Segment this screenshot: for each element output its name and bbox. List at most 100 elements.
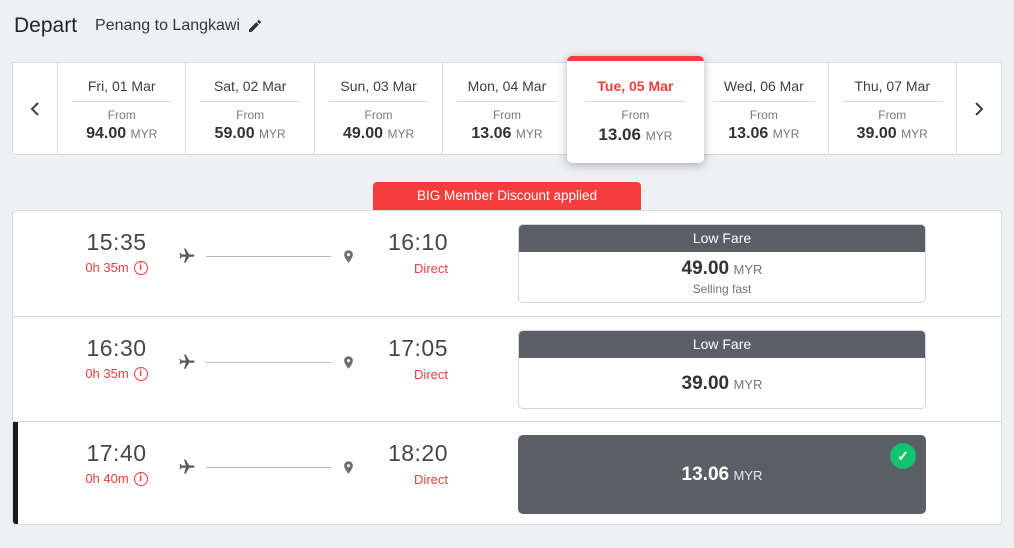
date-tab-tue-05-mar-selected[interactable]: Tue, 05 Mar From 13.06 MYR [566,56,705,163]
flight-path [178,353,356,371]
date-tab-thu-07-mar[interactable]: Thu, 07 Mar From 39.00 MYR [827,63,956,154]
date-tab-mon-04-mar[interactable]: Mon, 04 Mar From 13.06 MYR [442,63,570,154]
date-label: Tue, 05 Mar [597,78,674,94]
path-line [206,361,331,363]
arrival-time: 16:10 [387,229,448,255]
plane-icon [179,354,195,369]
divider [200,101,300,102]
from-label: From [878,108,907,122]
selected-date-card [566,56,705,163]
currency-label: MYR [387,127,415,141]
flight-path [178,247,356,265]
selected-row-indicator [13,422,18,524]
date-tab-sun-03-mar[interactable]: Sun, 03 Mar From 49.00 MYR [313,63,442,154]
duration: 0h 35m i [59,260,174,275]
date-tab-fri-01-mar[interactable]: Fri, 01 Mar From 94.00 MYR [57,63,185,154]
date-label: Mon, 04 Mar [467,78,547,94]
divider [457,101,557,102]
from-label: From [749,108,778,122]
fare-type-label: Low Fare [519,225,925,252]
date-price: 13.06 MYR [471,125,543,142]
duration: 0h 40m i [59,471,174,486]
currency-label: MYR [733,377,763,392]
divider [842,101,942,102]
route-summary: Penang to Langkawi [95,17,263,35]
currency-label: MYR [259,127,286,141]
currency-label: MYR [515,127,543,141]
plane-icon [179,459,195,474]
flight-list: 15:35 0h 35m i 16:10 Direct Low Fare 49.… [12,210,1002,525]
fare-price: 13.06 [681,463,730,485]
location-pin-icon [344,460,353,474]
info-icon[interactable]: i [133,471,148,486]
date-price: 13.06 MYR [728,125,800,142]
stops-label: Direct [414,261,448,276]
departure-time: 15:35 [86,229,147,255]
plane-icon [179,248,195,263]
fare-body: 49.00 MYR Selling fast [519,252,925,296]
fare-price-line: 13.06 MYR [682,464,763,486]
departure-block: 16:30 0h 35m i [59,335,174,381]
page-title: Depart [14,14,78,37]
discount-banner: BIG Member Discount applied [372,182,642,210]
info-icon[interactable]: i [133,260,148,275]
carousel-prev-button[interactable] [13,63,57,154]
carousel-next-button[interactable] [955,63,1001,154]
date-label: Sun, 03 Mar [340,78,417,94]
fare-card[interactable]: Low Fare 39.00 MYR [518,330,926,409]
divider [328,101,429,102]
fare-body: 39.00 MYR [519,358,925,395]
location-pin-icon [344,355,353,369]
date-price: 39.00 MYR [856,125,928,142]
stops-label: Direct [414,472,448,487]
date-price: 59.00 MYR [214,125,286,142]
chevron-left-icon [30,101,39,116]
location-pin-icon [344,249,353,263]
arrival-block: 17:05 Direct [343,335,448,382]
from-label: From [492,108,521,122]
from-label: From [621,108,650,122]
flight-path [178,458,356,476]
path-line [206,255,331,257]
date-label: Sat, 02 Mar [213,78,287,94]
edit-route-button[interactable] [247,18,263,34]
date-carousel: Fri, 01 Mar From 94.00 MYR Sat, 02 Mar F… [12,56,1002,163]
fare-card[interactable]: Low Fare 49.00 MYR Selling fast [518,224,926,303]
currency-label: MYR [130,127,158,141]
date-tab-sat-02-mar[interactable]: Sat, 02 Mar From 59.00 MYR [185,63,313,154]
fare-price: 39.00 [681,373,730,394]
currency-label: MYR [733,467,763,483]
divider [72,101,172,102]
stops-label: Direct [414,367,448,382]
date-price: 13.06 MYR [598,125,673,144]
date-tab-wed-06-mar[interactable]: Wed, 06 Mar From 13.06 MYR [699,63,827,154]
flight-row[interactable]: 15:35 0h 35m i 16:10 Direct Low Fare 49.… [13,211,1001,316]
from-label: From [107,108,136,122]
flight-row[interactable]: 16:30 0h 35m i 17:05 Direct Low Fare 39.… [13,316,1001,421]
departure-time: 17:40 [86,440,147,466]
from-label: From [236,108,265,122]
fare-type-label: Low Fare [519,331,925,358]
path-line [206,466,331,468]
selected-check-icon: ✓ [890,443,916,469]
date-label: Thu, 07 Mar [854,78,930,94]
currency-label: MYR [733,262,763,277]
divider [714,101,814,102]
departure-time: 16:30 [86,335,147,361]
fare-price: 49.00 [681,258,730,279]
flight-row-selected[interactable]: 17:40 0h 40m i 18:20 Direct 13.06 MYR ✓ [13,421,1001,524]
duration: 0h 35m i [59,366,174,381]
info-icon[interactable]: i [133,366,148,381]
page-header: Depart Penang to Langkawi [14,14,263,38]
chevron-right-icon [975,101,984,116]
fare-price-line: 49.00 MYR [519,258,925,280]
departure-block: 17:40 0h 40m i [59,440,174,486]
date-label: Wed, 06 Mar [723,78,804,94]
fare-card-selected[interactable]: 13.06 MYR ✓ [518,435,926,514]
currency-label: MYR [772,127,800,141]
currency-label: MYR [901,127,928,141]
route-text: Penang to Langkawi [95,17,241,34]
fare-price-line: 39.00 MYR [519,373,925,395]
currency-label: MYR [645,129,673,143]
arrival-time: 17:05 [387,335,448,361]
